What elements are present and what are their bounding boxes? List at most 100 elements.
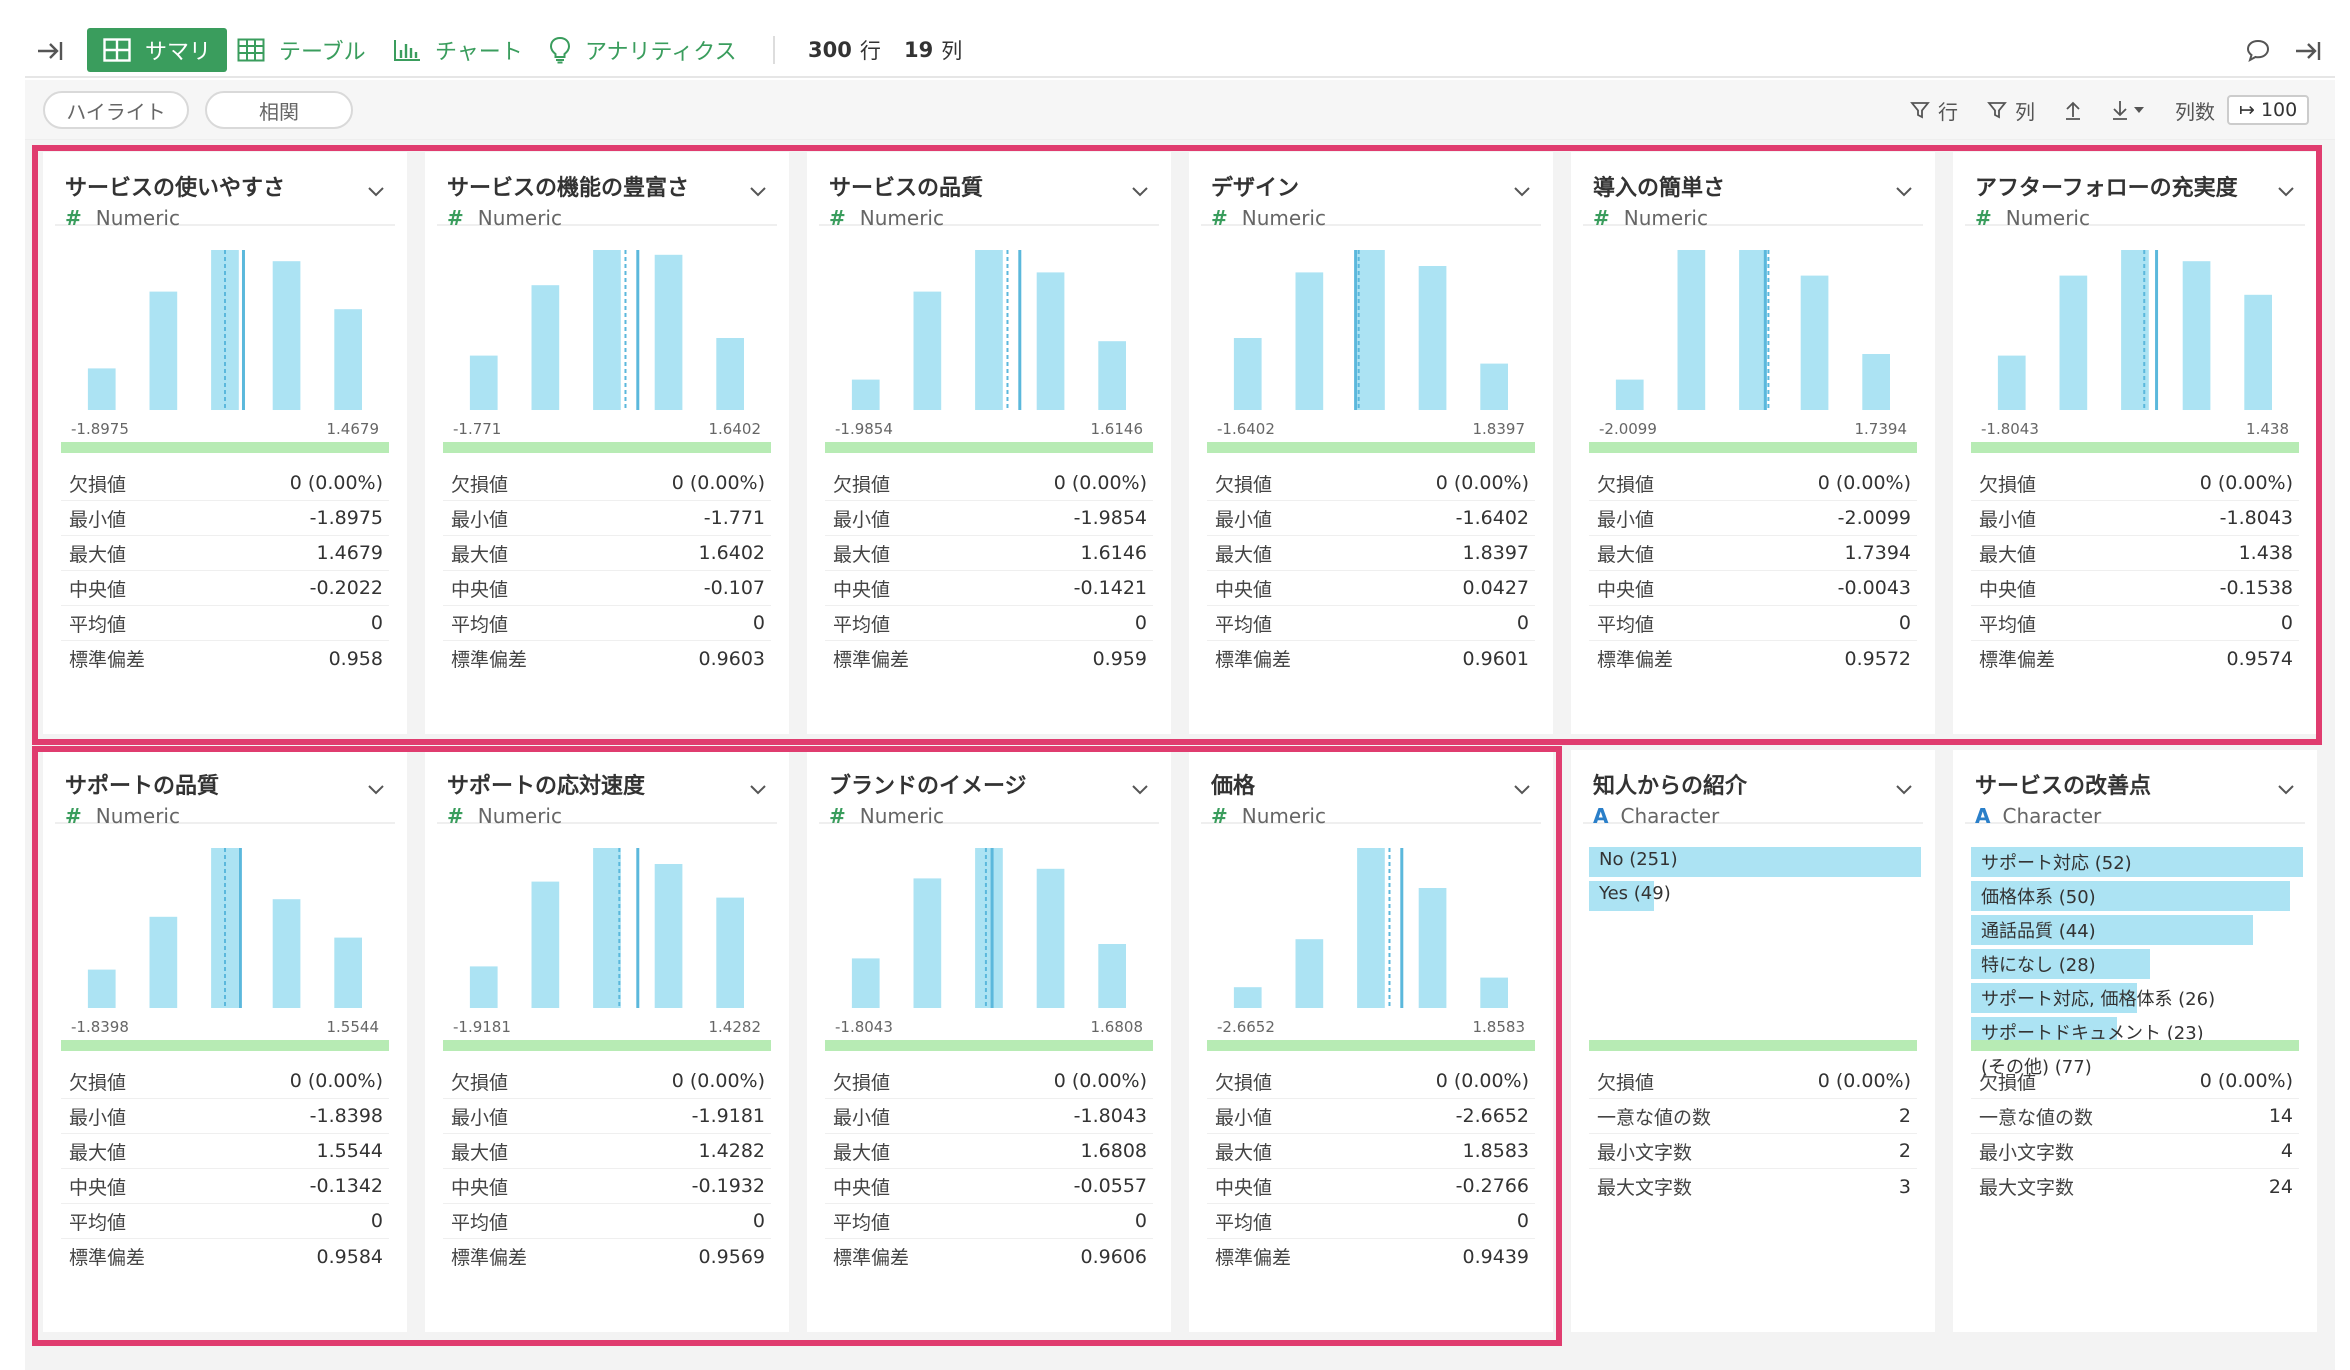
histogram-bar[interactable]	[593, 250, 621, 410]
chevron-down-icon[interactable]	[1511, 778, 1533, 800]
numeric-column-card[interactable]: 導入の簡単さ # Numeric -2.0099 1.7394 欠損値 0 (0.00%) 最…	[1571, 152, 1935, 734]
histogram[interactable]	[807, 226, 1171, 416]
histogram-bar[interactable]	[1357, 848, 1385, 1008]
histogram-bar[interactable]	[593, 848, 621, 1008]
histogram-bar[interactable]	[1357, 250, 1385, 410]
histogram[interactable]	[807, 824, 1171, 1014]
histogram-bar[interactable]	[1677, 250, 1706, 410]
histogram-bar[interactable]	[1418, 888, 1447, 1008]
category-item[interactable]: No (251)	[1589, 844, 1929, 878]
histogram-bar[interactable]	[1480, 363, 1508, 410]
numeric-column-card[interactable]: サービスの品質 # Numeric -1.9854 1.6146 欠損値 0 (0.00%)…	[807, 152, 1171, 734]
histogram-bar[interactable]	[469, 355, 498, 410]
numeric-column-card[interactable]: デザイン # Numeric -1.6402 1.8397 欠損値 0 (0.00%) 最小値…	[1189, 152, 1553, 734]
histogram-bar[interactable]	[1418, 266, 1447, 410]
numeric-column-card[interactable]: アフターフォローの充実度 # Numeric -1.8043 1.438 欠損値 0 (0.…	[1953, 152, 2317, 734]
histogram-bar[interactable]	[1098, 944, 1126, 1008]
col-filter-button[interactable]: 列	[1987, 92, 2035, 128]
chevron-down-icon[interactable]	[2275, 180, 2297, 202]
character-column-card[interactable]: サービスの改善点 A Character サポート対応 (52) 価格体系 (50) 通話…	[1953, 750, 2317, 1332]
category-item[interactable]: (その他) (77)	[1971, 1048, 2311, 1082]
download-icon[interactable]	[2110, 92, 2146, 128]
histogram-bar[interactable]	[1997, 355, 2026, 410]
chevron-down-icon[interactable]	[1511, 180, 1533, 202]
histogram-bar[interactable]	[1295, 939, 1324, 1008]
histogram-bar[interactable]	[1800, 275, 1829, 410]
numeric-column-card[interactable]: サポートの品質 # Numeric -1.8398 1.5544 欠損値 0 (0.00%)…	[43, 750, 407, 1332]
row-filter-button[interactable]: 行	[1910, 92, 1958, 128]
histogram-bar[interactable]	[2182, 261, 2211, 410]
tab-analytics[interactable]: アナリティクス	[549, 28, 737, 72]
histogram-bar[interactable]	[1233, 338, 1262, 410]
numeric-column-card[interactable]: サービスの使いやすさ # Numeric -1.8975 1.4679 欠損値 0 (0.0…	[43, 152, 407, 734]
category-item[interactable]: 価格体系 (50)	[1971, 878, 2311, 912]
tab-table[interactable]: テーブル	[237, 28, 366, 72]
numeric-column-card[interactable]: サポートの応対速度 # Numeric -1.9181 1.4282 欠損値 0 (0.00…	[425, 750, 789, 1332]
histogram[interactable]	[1189, 226, 1553, 416]
chevron-down-icon[interactable]	[1129, 778, 1151, 800]
histogram[interactable]	[425, 226, 789, 416]
character-column-card[interactable]: 知人からの紹介 A Character No (251) Yes (49) 欠損値 0 (0…	[1571, 750, 1935, 1332]
comment-icon[interactable]	[2245, 37, 2271, 63]
chevron-down-icon[interactable]	[2275, 778, 2297, 800]
histogram-bar[interactable]	[716, 897, 744, 1008]
histogram-bar[interactable]	[272, 261, 301, 410]
chevron-down-icon[interactable]	[1129, 180, 1151, 202]
histogram-bar[interactable]	[1739, 250, 1767, 410]
histogram-bar[interactable]	[851, 379, 880, 410]
category-item[interactable]: サポート対応 (52)	[1971, 844, 2311, 878]
collapse-left-icon[interactable]	[35, 36, 65, 66]
category-item[interactable]: 特になし (28)	[1971, 946, 2311, 980]
histogram-bar[interactable]	[1862, 354, 1890, 410]
chevron-down-icon[interactable]	[747, 180, 769, 202]
histogram-bar[interactable]	[149, 291, 178, 410]
chevron-down-icon[interactable]	[365, 778, 387, 800]
histogram-bar[interactable]	[654, 254, 683, 410]
correlation-button[interactable]: 相関	[205, 91, 353, 129]
numeric-column-card[interactable]: 価格 # Numeric -2.6652 1.8583 欠損値 0 (0.00%) 最小値 -2…	[1189, 750, 1553, 1332]
histogram[interactable]	[1571, 226, 1935, 416]
histogram-bar[interactable]	[1036, 272, 1065, 410]
histogram-bar[interactable]	[1295, 272, 1324, 410]
histogram-bar[interactable]	[913, 291, 942, 410]
numeric-column-card[interactable]: ブランドのイメージ # Numeric -1.8043 1.6808 欠損値 0 (0.00…	[807, 750, 1171, 1332]
histogram-bar[interactable]	[87, 969, 116, 1008]
histogram[interactable]	[1189, 824, 1553, 1014]
collapse-right-icon[interactable]	[2293, 36, 2323, 66]
histogram-bar[interactable]	[1233, 987, 1262, 1008]
histogram-bar[interactable]	[469, 966, 498, 1008]
histogram-bar[interactable]	[87, 368, 116, 410]
upload-icon[interactable]	[2063, 92, 2083, 128]
histogram-bar[interactable]	[334, 309, 362, 410]
category-item[interactable]: Yes (49)	[1589, 878, 1929, 912]
histogram-bar[interactable]	[2059, 275, 2088, 410]
chevron-down-icon[interactable]	[747, 778, 769, 800]
histogram-bar[interactable]	[975, 848, 1003, 1008]
histogram-bar[interactable]	[1480, 977, 1508, 1008]
histogram-bar[interactable]	[851, 958, 880, 1008]
histogram-bar[interactable]	[272, 899, 301, 1008]
tab-chart[interactable]: チャート	[393, 28, 523, 72]
histogram-bar[interactable]	[334, 937, 362, 1008]
histogram[interactable]	[425, 824, 789, 1014]
chevron-down-icon[interactable]	[365, 180, 387, 202]
chevron-down-icon[interactable]	[1893, 778, 1915, 800]
histogram-bar[interactable]	[531, 285, 560, 410]
histogram-bar[interactable]	[716, 338, 744, 410]
category-item[interactable]: サポートドキュメント (23)	[1971, 1014, 2311, 1048]
histogram-bar[interactable]	[149, 916, 178, 1008]
histogram[interactable]	[43, 824, 407, 1014]
column-count-input[interactable]: ↦ 100	[2227, 95, 2310, 125]
category-item[interactable]: サポート対応, 価格体系 (26)	[1971, 980, 2311, 1014]
histogram[interactable]	[43, 226, 407, 416]
histogram-bar[interactable]	[913, 878, 942, 1008]
histogram-bar[interactable]	[975, 250, 1003, 410]
tab-summary[interactable]: サマリ	[87, 28, 228, 72]
highlight-button[interactable]: ハイライト	[43, 91, 189, 129]
histogram-bar[interactable]	[1098, 341, 1126, 410]
histogram-bar[interactable]	[654, 864, 683, 1008]
histogram-bar[interactable]	[1036, 868, 1065, 1008]
category-item[interactable]: 通話品質 (44)	[1971, 912, 2311, 946]
histogram[interactable]	[1953, 226, 2317, 416]
chevron-down-icon[interactable]	[1893, 180, 1915, 202]
